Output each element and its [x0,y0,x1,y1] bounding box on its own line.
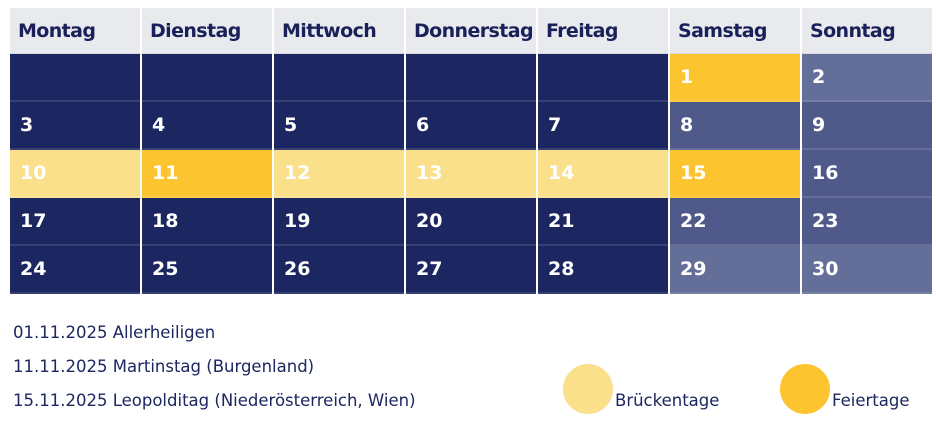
day-cell-18: 18 [142,198,272,246]
day-cell-11: 11 [142,150,272,198]
day-cell-21: 21 [538,198,668,246]
day-cell-8: 8 [670,102,800,150]
weekday-header-wednesday: Mittwoch [274,8,404,54]
day-cell-empty [142,54,272,102]
day-cell-28: 28 [538,246,668,294]
day-cell-19: 19 [274,198,404,246]
legend-holiday: Feiertage [780,364,909,414]
day-cell-empty [538,54,668,102]
legend-bridge-swatch [563,364,613,414]
holiday-list-item: 15.11.2025 Leopolditag (Niederösterreich… [13,391,416,410]
legend-holiday-swatch [780,364,830,414]
weekday-header-monday: Montag [10,8,140,54]
day-cell-16: 16 [802,150,932,198]
weekday-header-friday: Freitag [538,8,668,54]
day-cell-9: 9 [802,102,932,150]
day-cell-20: 20 [406,198,536,246]
legend-holiday-label: Feiertage [832,390,910,410]
day-cell-17: 17 [10,198,140,246]
legend-bridge-label: Brückentage [615,390,720,410]
day-cell-10: 10 [10,150,140,198]
day-cell-6: 6 [406,102,536,150]
weekday-header-sunday: Sonntag [802,8,932,54]
weekday-header-saturday: Samstag [670,8,800,54]
day-cell-23: 23 [802,198,932,246]
calendar-grid: Montag Dienstag Mittwoch Donnerstag Frei… [10,8,932,294]
day-cell-25: 25 [142,246,272,294]
day-cell-3: 3 [10,102,140,150]
holiday-list-item: 11.11.2025 Martinstag (Burgenland) [13,357,315,376]
day-cell-13: 13 [406,150,536,198]
day-cell-29: 29 [670,246,800,294]
day-cell-1: 1 [670,54,800,102]
day-cell-14: 14 [538,150,668,198]
day-cell-7: 7 [538,102,668,150]
day-cell-5: 5 [274,102,404,150]
day-cell-2: 2 [802,54,932,102]
day-cell-empty [406,54,536,102]
holiday-list-item: 01.11.2025 Allerheiligen [13,323,216,342]
day-cell-26: 26 [274,246,404,294]
weekday-header-tuesday: Dienstag [142,8,272,54]
day-cell-27: 27 [406,246,536,294]
holiday-list: 01.11.2025 Allerheiligen 11.11.2025 Mart… [13,316,416,418]
weekday-header-thursday: Donnerstag [406,8,536,54]
day-cell-empty [10,54,140,102]
legend-bridge: Brückentage [563,364,719,414]
day-cell-15: 15 [670,150,800,198]
day-cell-30: 30 [802,246,932,294]
day-cell-4: 4 [142,102,272,150]
day-cell-empty [274,54,404,102]
day-cell-24: 24 [10,246,140,294]
day-cell-22: 22 [670,198,800,246]
day-cell-12: 12 [274,150,404,198]
